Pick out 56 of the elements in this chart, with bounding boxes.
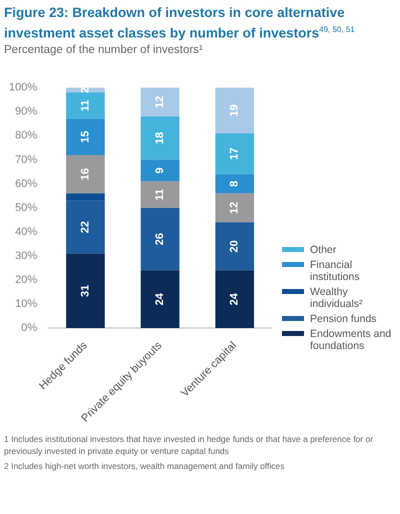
legend-label: Pension funds (310, 313, 377, 325)
y-tick-label: 50% (15, 202, 38, 214)
legend-label: Financial institutions (310, 259, 361, 283)
text: 2 Includes high-net worth investors, wealth management and family offices (4, 460, 286, 472)
bar (66, 118, 105, 155)
data-label: 2 (79, 86, 92, 94)
data-label: 31 (79, 284, 92, 297)
legend-label: Other (310, 244, 336, 256)
bar (140, 88, 180, 116)
bar (215, 133, 254, 174)
data-label: 16 (79, 168, 92, 180)
data-label: 8 (228, 180, 241, 187)
y-tick-label: 30% (15, 250, 38, 262)
data-label: 9 (154, 168, 166, 174)
bar (66, 200, 105, 254)
bar (140, 208, 180, 270)
text: 1 Includes institutional investors that have invested in hedge funds or that have a preference for or previously invested in private equity or venture capital funds (4, 433, 374, 457)
data-label: 12 (154, 96, 166, 108)
data-label: 15 (79, 130, 92, 144)
bar (140, 116, 180, 160)
chart-title: Figure 23: Breakdown of investors in core alternative investment asset classes by number of investors$^{49, 50, 51}$ (4, 4, 356, 42)
bar (66, 154, 105, 194)
bar (140, 270, 180, 328)
bar (215, 193, 254, 222)
data-label: 12 (228, 202, 241, 214)
data-label: 18 (154, 132, 166, 144)
y-tick-label: 70% (15, 154, 38, 166)
bar (215, 174, 254, 194)
bar (66, 254, 105, 328)
y-tick-label: 100% (8, 82, 38, 94)
bar (215, 88, 254, 134)
data-label: 24 (228, 292, 241, 306)
y-tick-label: 80% (15, 130, 38, 142)
y-tick-label: 60% (15, 178, 38, 190)
data-label: 11 (154, 188, 166, 200)
y-tick-label: 10% (15, 298, 38, 310)
y-tick-label: 90% (15, 106, 38, 118)
data-label: 17 (228, 148, 241, 160)
data-label: 26 (154, 233, 166, 246)
y-tick-label: 40% (15, 226, 38, 238)
data-label: 11 (79, 100, 92, 112)
chart-subtitle: Percentage of the number of investors¹ (4, 44, 203, 56)
y-tick-label: 0% (21, 322, 38, 334)
data-label: 22 (79, 220, 92, 234)
legend-label: Wealthy individuals² (310, 286, 364, 310)
data-label: 19 (228, 104, 241, 117)
data-label: 20 (228, 240, 241, 252)
bar (66, 193, 105, 201)
data-label: 24 (154, 292, 166, 306)
bar (140, 181, 180, 208)
y-tick-label: 20% (15, 274, 38, 286)
legend-label: Endowments and foundations (310, 328, 392, 352)
bar (215, 270, 254, 328)
bar (66, 92, 105, 119)
bar (140, 160, 180, 182)
bar (215, 222, 254, 270)
